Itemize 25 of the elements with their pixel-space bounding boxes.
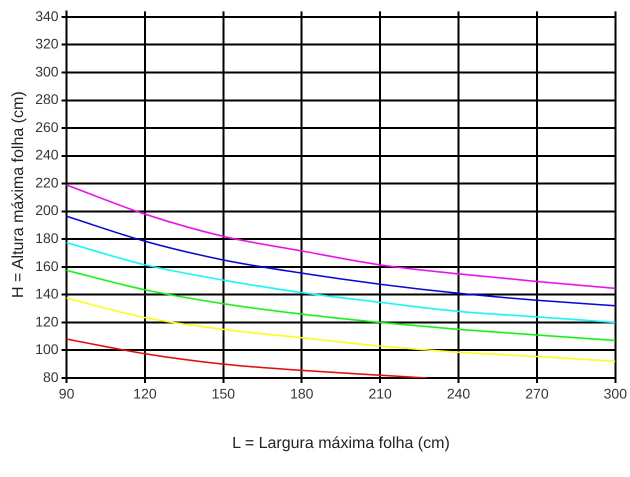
y-axis-title: H = Altura máxima folha (cm) (10, 91, 28, 298)
y-tick-label: 240 (35, 146, 59, 163)
x-tick-label: 300 (604, 385, 628, 402)
y-tick-label: 160 (35, 258, 59, 274)
y-tick-label: 200 (35, 202, 59, 218)
x-axis-title: L = Largura máxima folha (cm) (232, 434, 450, 452)
y-tick-label: 120 (35, 313, 59, 330)
y-tick-label: 100 (35, 341, 59, 358)
y-tick-label: 140 (35, 286, 59, 302)
y-tick-label: 340 (35, 8, 59, 24)
x-tick-label: 270 (525, 385, 549, 402)
x-tick-label: 120 (133, 385, 157, 402)
y-tick-label: 280 (35, 91, 59, 108)
y-tick-label: 180 (35, 230, 59, 246)
x-tick-label: 90 (58, 385, 75, 402)
x-tick-label: 180 (290, 385, 314, 402)
y-tick-label: 260 (35, 118, 59, 135)
line-series (66, 338, 428, 378)
y-tick-label: 220 (35, 174, 59, 190)
y-tick-label: 300 (35, 63, 59, 80)
x-tick-label: 240 (446, 385, 470, 402)
y-tick-label: 80 (42, 368, 59, 385)
x-tick-label: 210 (368, 385, 392, 402)
x-tick-label: 150 (212, 385, 236, 402)
y-tick-label: 320 (35, 36, 59, 52)
